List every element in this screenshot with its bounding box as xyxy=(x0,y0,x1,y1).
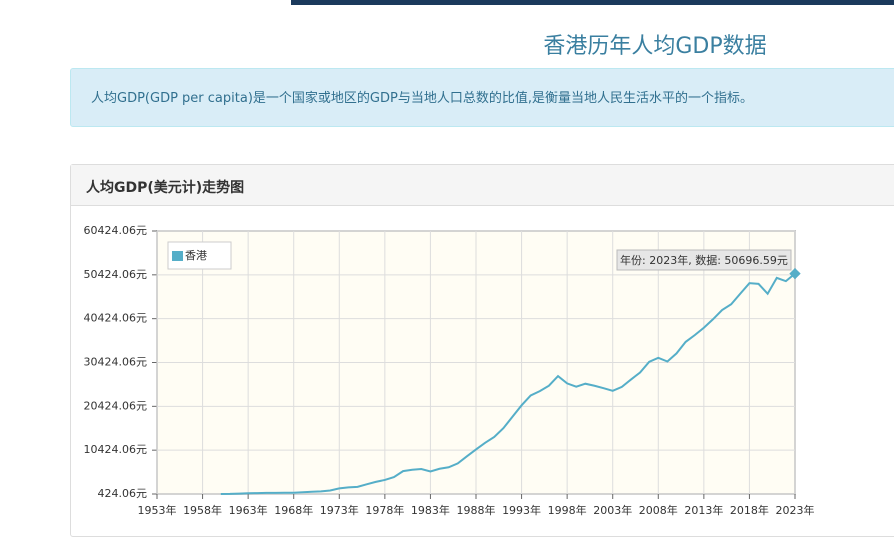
highlight-point xyxy=(789,267,801,280)
tooltip-text: 年份: 2023年, 数据: 50696.59元 xyxy=(620,253,788,267)
x-tick-label: 1968年 xyxy=(274,503,313,517)
x-tick-label: 2013年 xyxy=(684,503,723,517)
y-tick-label: 40424.06元 xyxy=(84,312,148,325)
x-tick-label: 1953年 xyxy=(138,503,177,517)
y-tick-label: 424.06元 xyxy=(98,487,148,500)
y-tick-label: 60424.06元 xyxy=(84,224,148,237)
x-tick-label: 1958年 xyxy=(183,503,222,517)
panel-title: 人均GDP(美元计)走势图 xyxy=(71,165,894,206)
page-title: 香港历年人均GDP数据 xyxy=(543,34,767,59)
x-tick-label: 2008年 xyxy=(639,503,678,517)
legend-swatch xyxy=(172,251,183,261)
y-tick-label: 10424.06元 xyxy=(84,443,148,456)
panel: 人均GDP(美元计)走势图 xyxy=(70,164,894,537)
line-series xyxy=(220,272,796,495)
x-tick-label: 1978年 xyxy=(365,503,404,517)
y-tick-label: 30424.06元 xyxy=(84,356,148,369)
top-bar xyxy=(291,0,894,5)
x-tick-label: 1973年 xyxy=(320,503,359,517)
info-box: 人均GDP(GDP per capita)是一个国家或地区的GDP与当地人口总数… xyxy=(70,68,894,127)
x-tick-label: 1988年 xyxy=(457,503,496,517)
legend-label: 香港 xyxy=(185,249,207,262)
y-tick-label: 20424.06元 xyxy=(84,399,148,412)
x-tick-label: 1983年 xyxy=(411,503,450,517)
x-tick-label: 1963年 xyxy=(229,503,268,517)
x-tick-label: 2023年 xyxy=(776,503,815,517)
y-tick-label: 50424.06元 xyxy=(84,268,148,281)
x-tick-label: 2003年 xyxy=(593,503,632,517)
info-text: 人均GDP(GDP per capita)是一个国家或地区的GDP与当地人口总数… xyxy=(91,91,753,106)
x-tick-label: 2018年 xyxy=(730,503,769,517)
tooltip-box xyxy=(616,249,792,271)
x-tick-label: 1993年 xyxy=(502,503,541,517)
x-tick-label: 1998年 xyxy=(548,503,587,517)
